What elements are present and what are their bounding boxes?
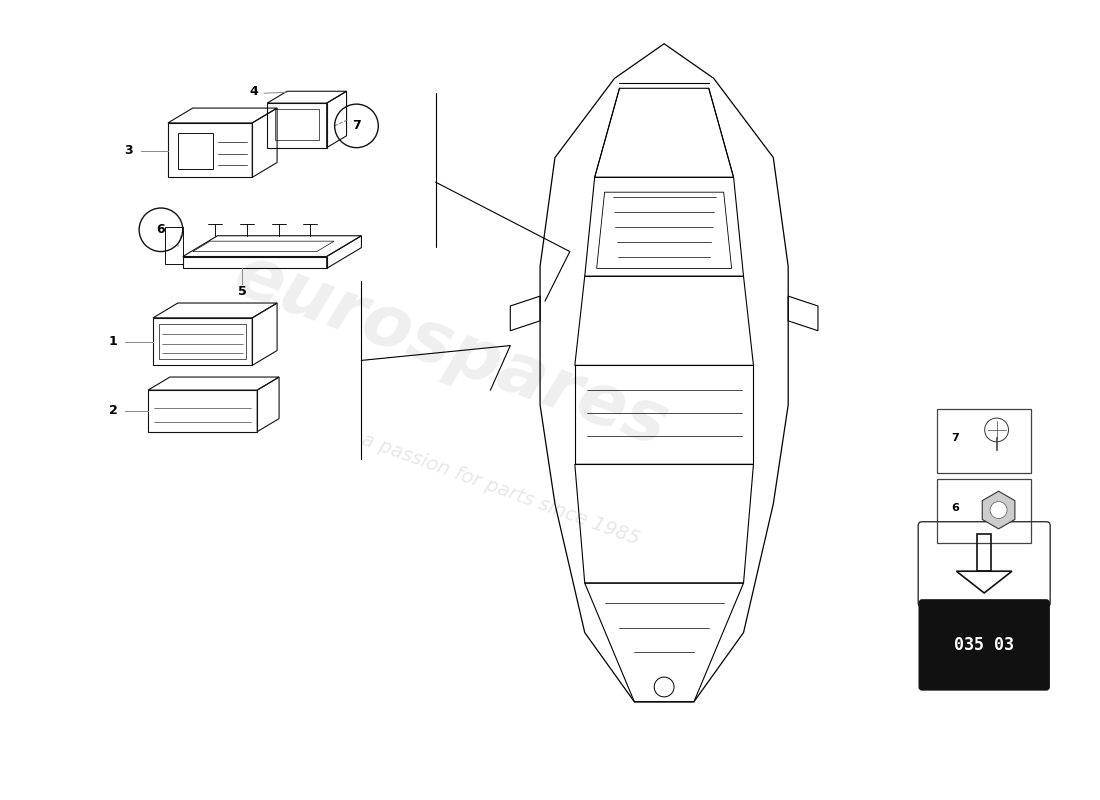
Text: 2: 2 — [109, 404, 118, 418]
Text: 035 03: 035 03 — [954, 636, 1014, 654]
FancyBboxPatch shape — [920, 600, 1049, 690]
Text: 3: 3 — [124, 144, 132, 157]
Text: 6: 6 — [952, 503, 959, 513]
Circle shape — [990, 502, 1008, 518]
Text: eurospares: eurospares — [224, 240, 678, 461]
Text: 4: 4 — [250, 85, 258, 98]
Text: 5: 5 — [238, 285, 246, 298]
Text: a passion for parts since 1985: a passion for parts since 1985 — [359, 430, 642, 548]
Text: 7: 7 — [352, 119, 361, 132]
Text: 7: 7 — [952, 433, 959, 443]
Polygon shape — [982, 491, 1015, 529]
Text: 6: 6 — [156, 223, 165, 236]
Text: 1: 1 — [109, 335, 118, 348]
